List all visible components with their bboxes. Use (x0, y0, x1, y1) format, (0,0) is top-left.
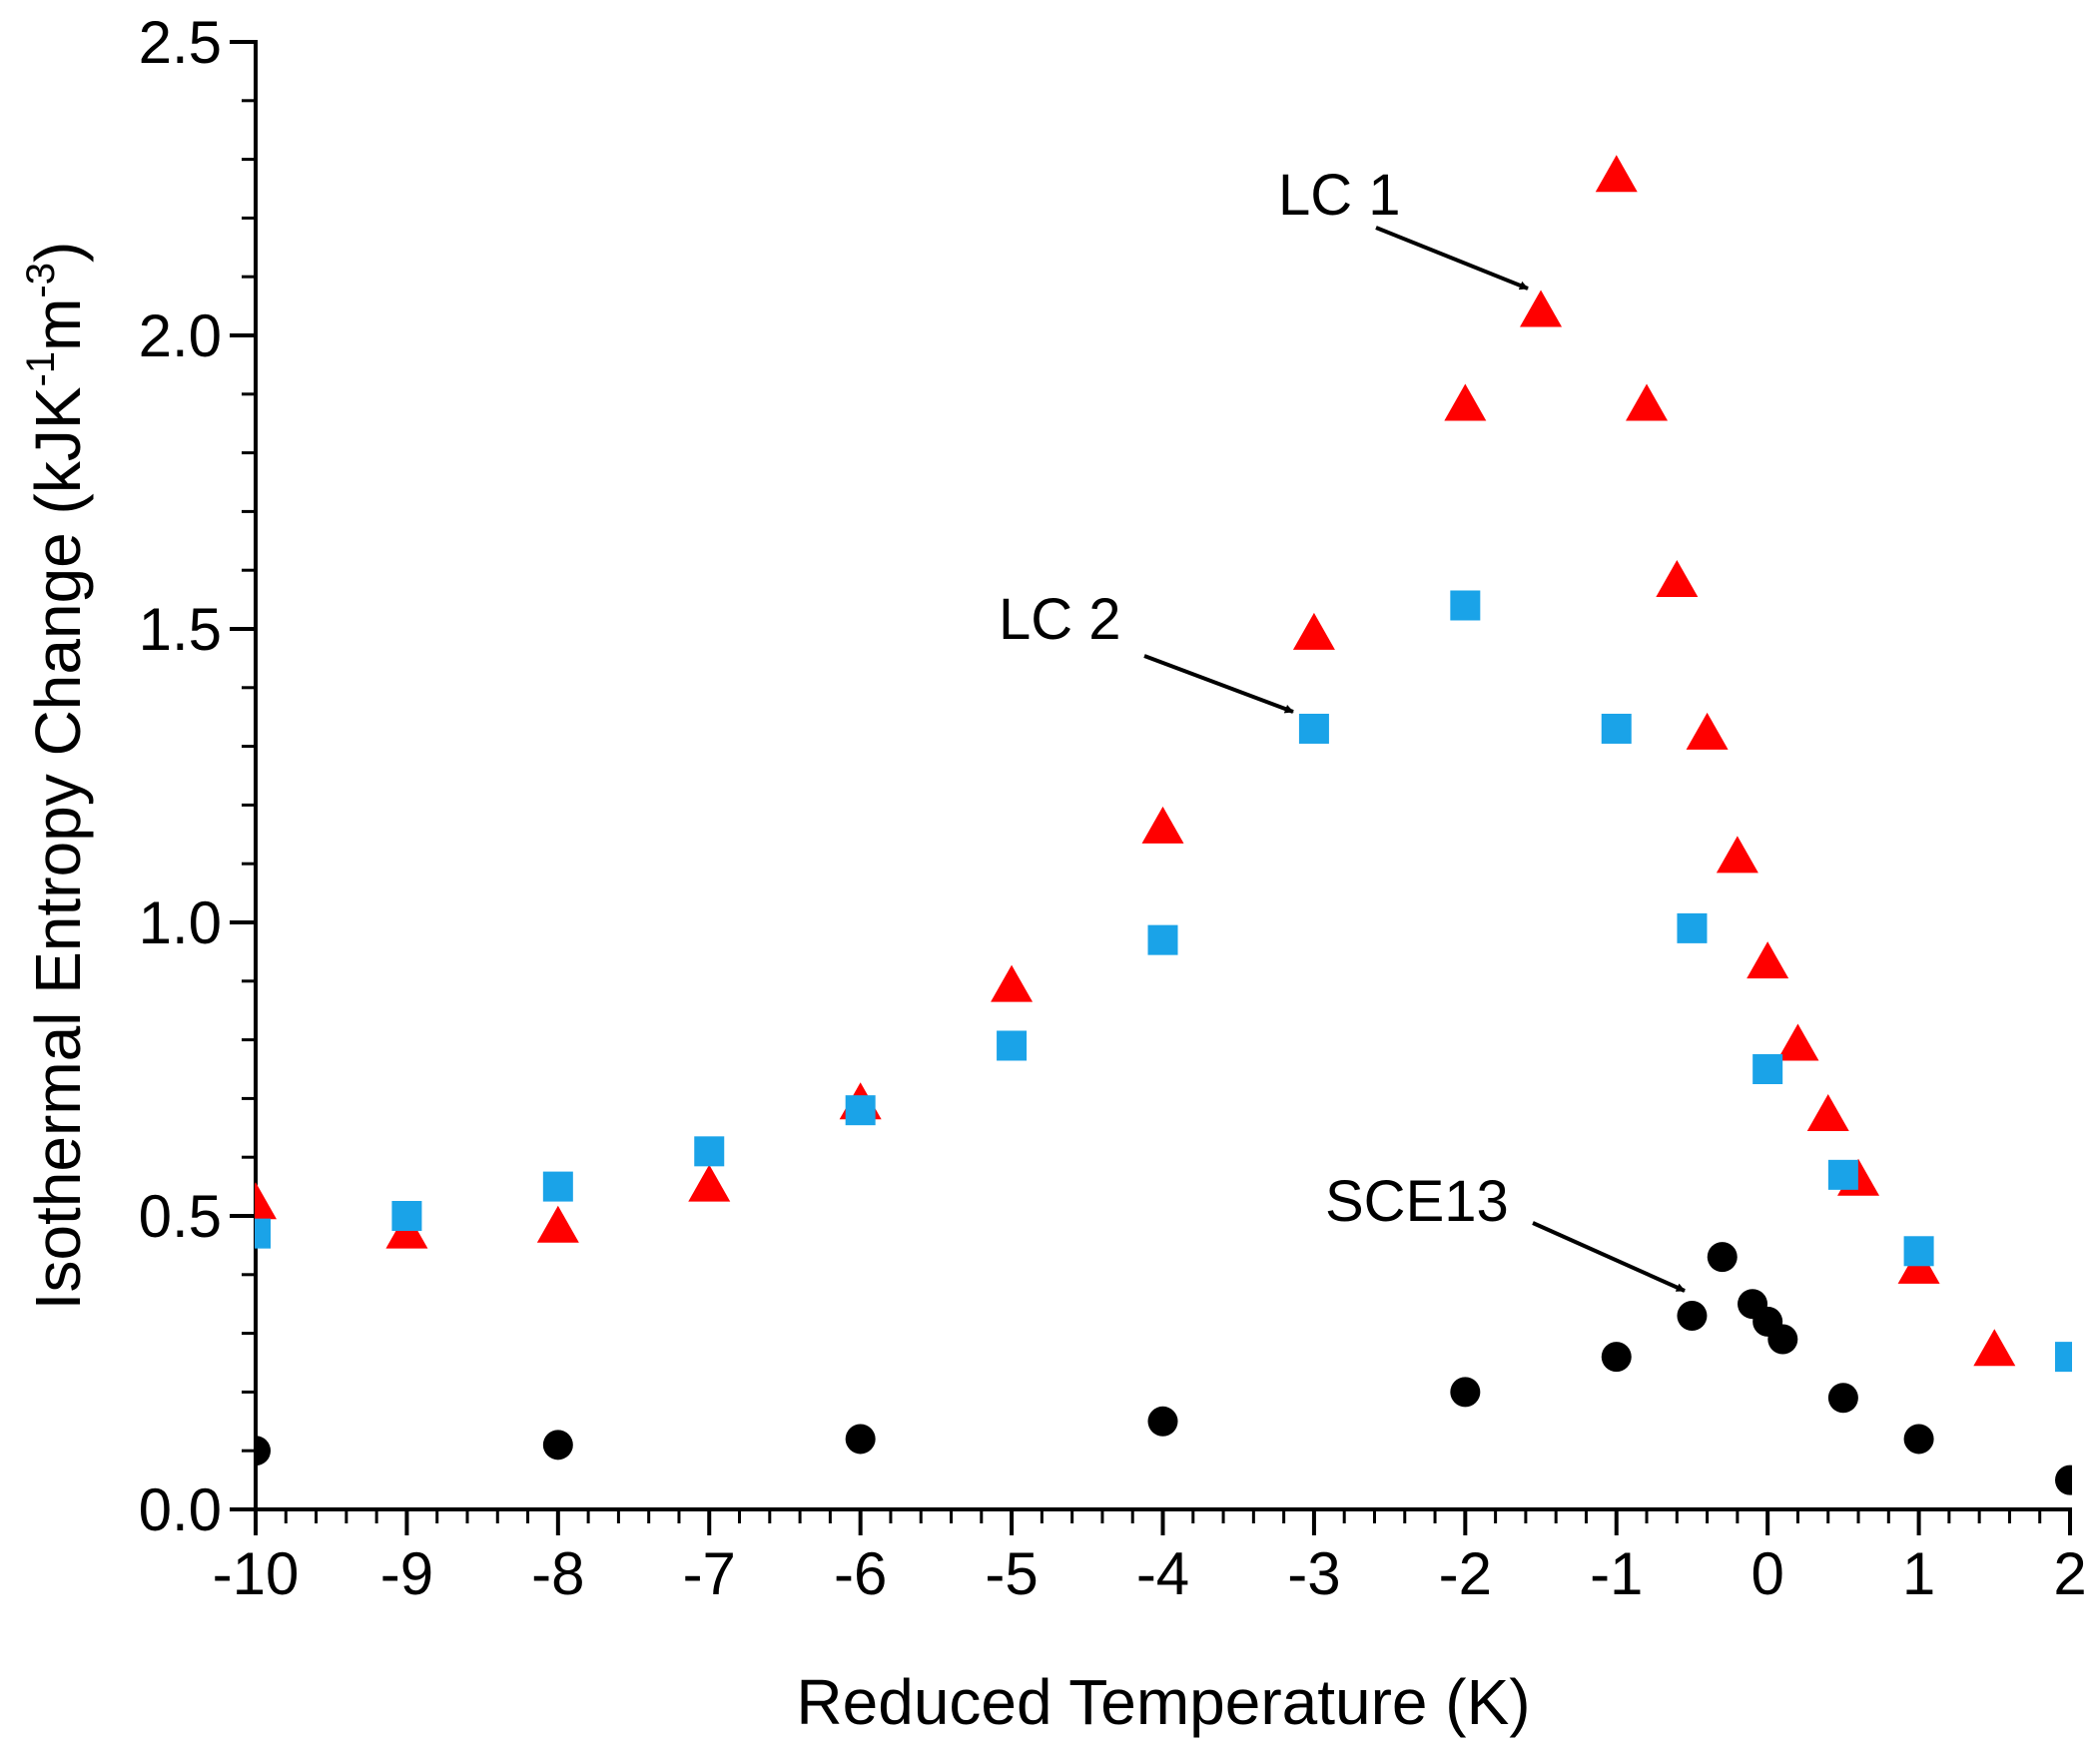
square-point (255, 1218, 271, 1249)
triangle-point (1806, 1094, 1849, 1132)
circle-point (1601, 1342, 1632, 1373)
series-lc-1 (255, 155, 2016, 1367)
annotation-arrow (1375, 226, 1529, 291)
x-tick-label: 2 (2053, 1540, 2086, 1607)
square-point (1601, 713, 1632, 744)
square-point (1827, 1159, 1858, 1190)
square-point (1298, 713, 1329, 744)
x-tick-label: -7 (683, 1540, 736, 1607)
y-axis-label-main: Isothermal Entropy Change (kJK (22, 386, 94, 1310)
square-point (1147, 924, 1178, 955)
triangle-point (1444, 383, 1487, 421)
square-point (845, 1095, 876, 1126)
circle-point (1827, 1383, 1858, 1414)
axes: -10 -9 -8 -7 -6 -5 -4 -3 -2 -1 0 1 20.00.51.01.52.02… (139, 9, 2087, 1607)
y-tick-label: 1.5 (139, 596, 222, 663)
triangle-point (1520, 290, 1563, 327)
triangle-point (991, 964, 1034, 1002)
series-lc-2 (255, 590, 2072, 1373)
square-point (1677, 912, 1708, 943)
square-point (1450, 590, 1481, 621)
x-tick-label: 0 (1750, 1540, 1783, 1607)
annotation-arrow (1532, 1221, 1686, 1293)
y-axis-label: Isothermal Entropy Change (kJK-1m-3) (19, 242, 94, 1311)
triangle-point (1595, 155, 1638, 193)
y-tick-label: 0.5 (139, 1183, 222, 1250)
x-tick-label: -1 (1590, 1540, 1643, 1607)
circle-point (1767, 1324, 1798, 1355)
x-tick-label: -6 (834, 1540, 887, 1607)
triangle-point (1747, 941, 1789, 979)
triangle-point (1686, 712, 1729, 750)
annotation-label: SCE13 (1325, 1169, 1509, 1234)
annotation-label: LC 2 (999, 587, 1121, 652)
annotations: LC 1 LC 2 SCE13 (999, 163, 1686, 1293)
annotation-arrow (1143, 654, 1294, 714)
series-sce13 (255, 1242, 2072, 1495)
circle-point (1147, 1406, 1178, 1437)
triangle-point (1776, 1023, 1819, 1061)
x-tick-label: -8 (531, 1540, 584, 1607)
square-point (694, 1136, 725, 1167)
x-tick-label: 1 (1902, 1540, 1935, 1607)
x-tick-label: -4 (1136, 1540, 1189, 1607)
annotation-label: LC 1 (1278, 163, 1401, 228)
square-point (997, 1030, 1028, 1061)
square-point (2055, 1342, 2072, 1373)
circle-point (542, 1430, 573, 1461)
triangle-point (536, 1205, 579, 1243)
square-point (1752, 1054, 1783, 1084)
triangle-point (255, 1182, 277, 1220)
circle-point (1903, 1424, 1934, 1455)
square-point (391, 1201, 422, 1231)
y-axis-label-sup1: -1 (19, 351, 63, 387)
square-point (1903, 1236, 1934, 1267)
triangle-point (1656, 559, 1699, 597)
circle-point (2055, 1464, 2072, 1495)
triangle-point (1626, 383, 1669, 421)
triangle-point (688, 1164, 731, 1202)
y-axis-label-end: ) (22, 242, 94, 263)
square-point (542, 1171, 573, 1202)
x-tick-label: -2 (1439, 1540, 1492, 1607)
x-tick-label: -9 (380, 1540, 433, 1607)
axis-labels: Reduced Temperature (K) Isothermal Entro… (19, 242, 1531, 1738)
x-tick-label: -5 (985, 1540, 1038, 1607)
y-axis-label-mid: m (22, 298, 94, 351)
y-tick-label: 0.0 (139, 1476, 222, 1543)
triangle-point (1141, 806, 1184, 844)
circle-point (845, 1424, 876, 1455)
triangle-point (1292, 612, 1335, 650)
y-tick-label: 1.0 (139, 889, 222, 956)
y-tick-label: 2.5 (139, 9, 222, 76)
data-marks (255, 155, 2072, 1495)
circle-point (1450, 1377, 1481, 1408)
triangle-point (1973, 1329, 2016, 1367)
y-axis-label-sup2: -3 (19, 263, 63, 298)
x-axis-label: Reduced Temperature (K) (796, 1666, 1530, 1738)
triangle-point (1716, 836, 1758, 874)
y-tick-label: 2.0 (139, 302, 222, 369)
x-tick-label: -3 (1287, 1540, 1340, 1607)
x-tick-label: -10 (213, 1540, 300, 1607)
circle-point (1677, 1300, 1708, 1331)
circle-point (1707, 1242, 1738, 1273)
circle-point (255, 1436, 271, 1466)
